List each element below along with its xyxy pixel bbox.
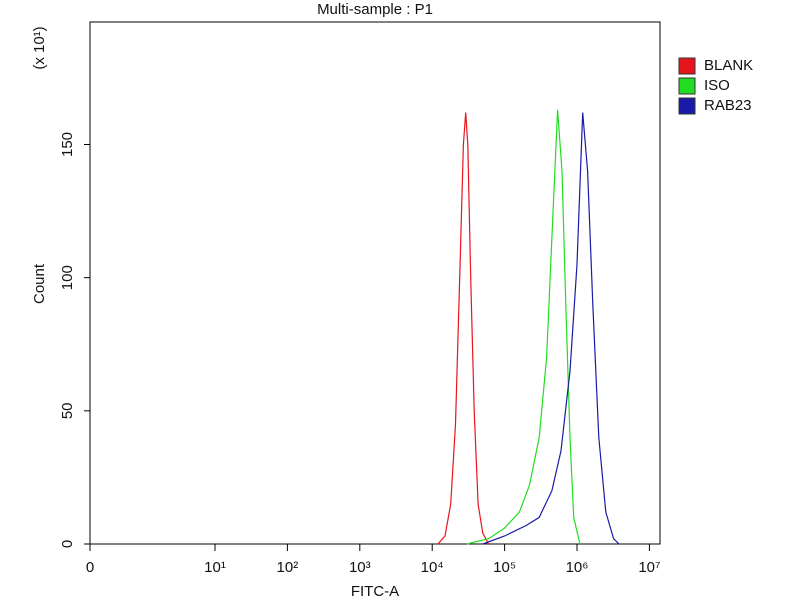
y-axis-label: Count: [31, 263, 48, 304]
chart-title: Multi-sample : P1: [317, 1, 433, 18]
y-tick-label: 0: [59, 540, 76, 548]
legend-label: RAB23: [704, 97, 752, 114]
histogram-line: [437, 112, 490, 545]
x-tick-label: 10⁵: [493, 559, 516, 576]
legend-swatch: [678, 97, 696, 115]
legend-label: BLANK: [704, 57, 753, 74]
y-tick-label: 100: [59, 265, 76, 290]
x-tick-label: 10¹: [204, 559, 226, 576]
x-tick-label: 10⁷: [638, 559, 660, 576]
legend-label: ISO: [704, 77, 730, 94]
x-tick-label: 10⁶: [566, 559, 589, 576]
x-tick-label: 10⁴: [421, 559, 444, 576]
x-axis-label: FITC-A: [351, 583, 399, 600]
y-tick-label: 50: [59, 402, 76, 419]
x-tick-label: 10³: [349, 559, 371, 576]
x-tick-label: 0: [86, 559, 94, 576]
histogram-line: [482, 112, 620, 545]
x-tick-label: 10²: [277, 559, 299, 576]
legend-swatch: [678, 77, 696, 95]
legend-swatch: [678, 57, 696, 75]
y-tick-label: 150: [59, 132, 76, 157]
y-unit-label: (x 10¹): [31, 26, 48, 69]
plot-frame: [89, 21, 661, 545]
histogram-line: [466, 109, 581, 545]
